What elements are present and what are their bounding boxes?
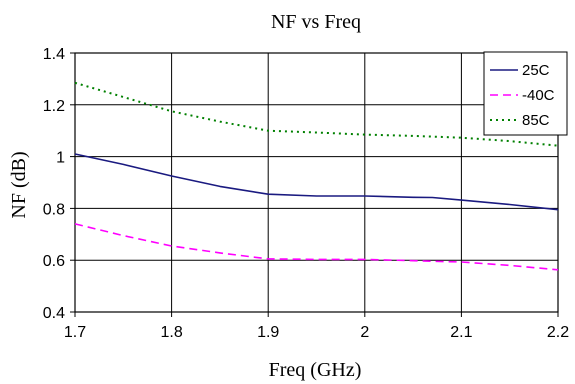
- series-line-25C: [74, 153, 559, 211]
- series-line-85C: [74, 81, 559, 147]
- legend-label: 25C: [522, 62, 550, 79]
- chart-title: NF vs Freq: [271, 11, 361, 33]
- tick-labels: 1.7 1.8 1.9 2 2.1 2.2 0.4 0.6 0.8 1 1.2 1.4: [43, 46, 569, 341]
- legend-label: 85C: [522, 112, 550, 129]
- x-tick-label: 2: [360, 324, 369, 341]
- y-axis-label: NF (dB): [8, 151, 30, 218]
- x-tick-label: 2.1: [450, 324, 472, 341]
- x-tick-label: 1.7: [64, 324, 86, 341]
- plot-frame: [74, 52, 559, 313]
- y-tick-label: 1.2: [43, 98, 65, 115]
- legend-box: [483, 51, 568, 136]
- series-line--40C: [74, 223, 559, 271]
- x-axis-label: Freq (GHz): [269, 359, 362, 381]
- x-tick-label: 1.9: [257, 324, 279, 341]
- y-tick-label: 1: [56, 150, 65, 167]
- x-tick-label: 1.8: [160, 324, 182, 341]
- legend: 25C -40C 85C: [483, 51, 568, 136]
- series-lines: [74, 81, 559, 271]
- y-tick-label: 0.4: [43, 305, 65, 322]
- legend-label: -40C: [522, 87, 555, 104]
- y-tick-label: 1.4: [43, 46, 65, 63]
- x-tick-label: 2.2: [547, 324, 569, 341]
- y-tick-label: 0.8: [43, 201, 65, 218]
- y-tick-label: 0.6: [43, 253, 65, 270]
